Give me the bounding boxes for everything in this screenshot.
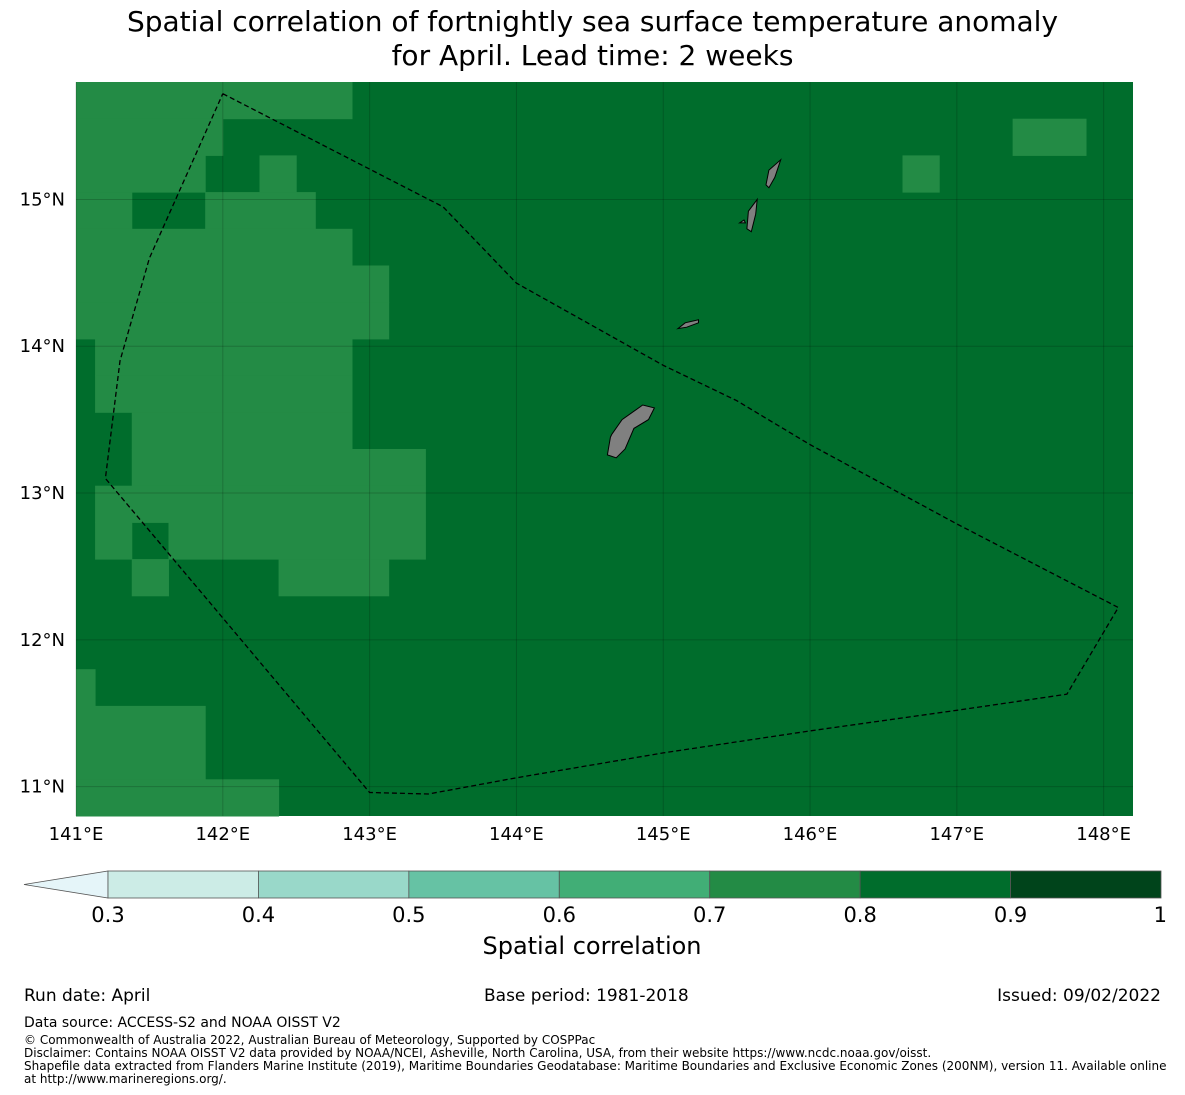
correlation-cell [1012, 118, 1087, 156]
correlation-cell [95, 485, 426, 523]
correlation-cell [76, 265, 390, 303]
colorbar-tick-label: 1 [1154, 903, 1167, 927]
latitude-tick-label: 14°N [20, 336, 65, 357]
longitude-ticks: 141°E 142°E 143°E 144°E 145°E 146°E 147°E 148°E [49, 824, 1131, 845]
correlation-cell [95, 338, 353, 377]
correlation-cell [902, 155, 940, 193]
shapefile-text-line-2: at http://www.marineregions.org/. [24, 1072, 227, 1086]
tinian-icon [746, 197, 758, 233]
saipan-icon [765, 158, 782, 189]
colorbar-tick-label: 0.5 [392, 903, 425, 927]
longitude-tick-label: 142°E [195, 824, 250, 845]
longitude-tick-label: 147°E [929, 824, 984, 845]
longitude-tick-label: 146°E [783, 824, 838, 845]
latitude-tick-label: 12°N [20, 630, 65, 651]
correlation-cells [76, 82, 1087, 817]
correlation-cell [131, 559, 169, 597]
graticule [75, 82, 1133, 816]
colorbar-tick-label: 0.4 [242, 903, 275, 927]
rota-icon [676, 319, 699, 330]
colorbar-tick-label: 0.3 [91, 903, 124, 927]
run-date: Run date: April [24, 986, 151, 1006]
correlation-cell [76, 779, 280, 817]
colorbar-swatch [859, 870, 1011, 899]
copyright-text: © Commonwealth of Australia 2022, Austra… [24, 1033, 596, 1047]
correlation-cell [205, 192, 316, 230]
correlation-cell [76, 705, 206, 780]
disclaimer-text: Disclaimer: Contains NOAA OISST V2 data … [24, 1046, 932, 1060]
colorbar-swatch [107, 870, 259, 899]
correlation-cell [259, 155, 297, 193]
correlation-cell [168, 522, 426, 560]
longitude-tick-label: 144°E [489, 824, 544, 845]
colorbar-title: Spatial correlation [482, 932, 701, 960]
aguijan-icon [737, 219, 747, 224]
colorbar-tick-label: 0.6 [543, 903, 576, 927]
longitude-tick-label: 148°E [1076, 824, 1131, 845]
issued-date: Issued: 09/02/2022 [997, 986, 1161, 1006]
colorbar-swatches [107, 870, 1162, 899]
longitude-tick-label: 143°E [342, 824, 397, 845]
map-area [75, 82, 1133, 817]
longitude-tick-label: 145°E [636, 824, 691, 845]
shapefile-text-line-1: Shapefile data extracted from Flanders M… [24, 1059, 1167, 1073]
correlation-cell [76, 302, 390, 340]
latitude-tick-label: 13°N [20, 483, 65, 504]
latitude-tick-label: 11°N [20, 777, 65, 798]
correlation-cell [76, 192, 133, 230]
latitude-tick-label: 15°N [20, 189, 65, 210]
correlation-cell [76, 82, 353, 120]
guam-icon [606, 404, 656, 459]
chart-title-line-2: for April. Lead time: 2 weeks [391, 39, 794, 72]
latitude-ticks: 15°N 14°N 13°N 12°N 11°N [20, 189, 65, 797]
colorbar-tick-label: 0.9 [994, 903, 1027, 927]
correlation-cell [95, 522, 133, 560]
eez-boundary-line [104, 93, 1120, 795]
correlation-cell [76, 228, 353, 266]
colorbar-swatch [709, 870, 861, 899]
chart-title-line-1: Spatial correlation of fortnightly sea s… [126, 5, 1059, 38]
data-source: Data source: ACCESS-S2 and NOAA OISST V2 [24, 1015, 341, 1031]
correlation-cell [76, 155, 206, 193]
correlation-cell [76, 669, 96, 707]
correlation-cell [76, 118, 224, 156]
colorbar-swatch [558, 870, 711, 899]
colorbar-tick-label: 0.8 [843, 903, 876, 927]
land-islands [606, 158, 782, 459]
colorbar-extend-triangle [23, 870, 109, 899]
colorbar-tick-label: 0.7 [693, 903, 726, 927]
colorbar-tick-labels: 0.3 0.4 0.5 0.6 0.7 0.8 0.9 1 [91, 903, 1167, 927]
correlation-cell [95, 375, 353, 413]
colorbar: 0.3 0.4 0.5 0.6 0.7 0.8 0.9 1 Spatial correlati… [23, 870, 1167, 960]
correlation-cell [131, 412, 353, 450]
correlation-cell [131, 449, 426, 487]
map-figure: 141°E 142°E 143°E 144°E 145°E 146°E 147°E 148°E… [20, 82, 1167, 960]
longitude-tick-label: 141°E [49, 824, 104, 845]
colorbar-swatch [258, 870, 410, 899]
colorbar-swatch [408, 870, 560, 899]
base-period: Base period: 1981-2018 [484, 986, 689, 1006]
colorbar-swatch [1010, 870, 1162, 899]
correlation-cell [278, 559, 390, 597]
